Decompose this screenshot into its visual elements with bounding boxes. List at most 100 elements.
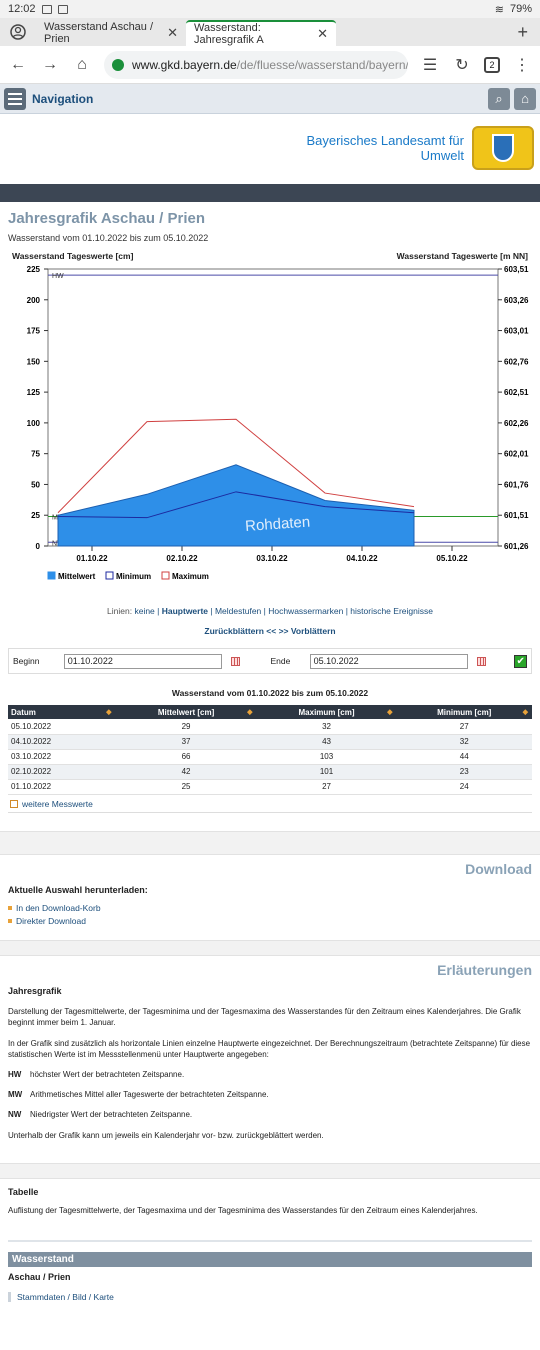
end-calendar-icon[interactable] [476,656,487,666]
y-tick-label-left: 200 [27,296,41,305]
cell: 43 [256,734,397,750]
stammdaten-link[interactable]: Stammdaten / Bild / Karte [8,1291,532,1302]
x-tick-label: 04.10.22 [346,554,378,563]
account-icon[interactable] [0,18,36,46]
col-maximum[interactable]: Maximum [cm] ◆ [256,705,397,719]
y-tick-label-right: 602,01 [504,450,529,459]
sort-icon: ◆ [387,708,393,716]
arrow-box-icon [10,799,18,808]
forward-icon[interactable]: → [42,55,58,73]
begin-label: Beginn [13,656,40,666]
bavaria-crest-logo[interactable] [472,126,534,170]
series-area-mittelwert [57,464,415,547]
table-row: 02.10.2022 42 101 23 [8,764,532,780]
page-back-link[interactable]: Zurückblättern << [204,626,277,636]
x-tick-label: 01.10.22 [76,554,108,563]
begin-date-input[interactable]: 01.10.2022 [63,653,222,669]
cell: 29 [115,719,257,735]
download-subheading: Aktuelle Auswahl herunterladen: [8,884,148,895]
direct-download-label: Direkter Download [16,915,86,926]
tab-1[interactable]: Wasserstand Aschau / Prien ✕ [36,20,186,46]
end-date-input[interactable]: 05.10.2022 [309,653,468,669]
y-tick-label-right: 603,01 [504,327,529,336]
cell: 37 [115,734,257,750]
lines-selector: Linien: keine | Hauptwerte | Meldestufen… [107,606,433,616]
home-button-icon[interactable]: ⌂ [514,87,536,110]
def-mw: MW Arithmetisches Mittel aller Tageswerte… [8,1090,532,1099]
paging: Zurückblättern << >> Vorblättern [8,626,532,636]
cell: 27 [256,779,397,795]
lines-option-hochwassermarken[interactable]: Hochwassermarken [268,606,344,616]
footer-heading: Wasserstand [8,1251,532,1267]
cell: 44 [396,749,532,765]
col-mittelwert[interactable]: Mittelwert [cm] ◆ [115,705,257,719]
explain-p3: Unterhalb der Grafik kann um jeweils ein… [8,1130,324,1140]
cell: 01.10.2022 [8,779,116,795]
reader-mode-icon[interactable]: ☰ [422,56,438,74]
tab-2-close-icon[interactable]: ✕ [317,26,328,41]
org-name[interactable]: Bayerisches Landesamt für Umwelt [306,133,464,163]
cell: 25 [115,779,257,795]
table-row: 05.10.2022 29 32 27 [8,719,532,735]
reload-icon[interactable]: ↻ [455,56,469,74]
download-basket-link[interactable]: In den Download-Korb [8,903,532,913]
hamburger-menu-icon[interactable] [4,87,26,110]
watermark-text: Rohdaten [245,514,311,535]
chart: Wasserstand Tageswerte [cm] Wasserstand … [8,251,532,598]
explain-tabelle-heading: Tabelle [8,1186,39,1197]
cell: 23 [396,764,532,780]
y-tick-label-right: 602,51 [504,388,529,397]
lines-option-hauptwerte[interactable]: Hauptwerte [161,606,209,616]
lines-option-meldestufen[interactable]: Meldestufen [214,606,262,616]
battery-level: 79% [509,3,532,15]
y-tick-label-left: 100 [27,419,41,428]
org-name-line2: Umwelt [420,148,464,163]
col-minimum[interactable]: Minimum [cm] ◆ [396,705,532,719]
y-tick-label-right: 602,76 [504,357,529,366]
page-forward-link[interactable]: >> Vorblättern [278,626,336,636]
site-header: Bayerisches Landesamt für Umwelt [0,114,540,182]
cell: 32 [396,734,532,750]
bullet-icon [8,905,12,910]
table-row: 03.10.2022 66 103 44 [8,749,532,765]
back-icon[interactable]: ← [10,55,26,73]
cell: 02.10.2022 [8,764,116,780]
cell: 103 [256,749,397,765]
def-nw-key: NW [8,1109,22,1119]
cell: 101 [256,764,397,780]
section-divider [0,830,540,855]
sort-icon: ◆ [247,708,253,716]
submit-checkmark-icon[interactable]: ✔ [514,654,527,668]
reference-label-hw: HW [52,273,64,280]
legend-label-minimum: Minimum [116,572,151,581]
more-values-link[interactable]: weitere Messwerte [8,799,532,813]
cell: 05.10.2022 [8,719,116,735]
bullet-icon [8,918,12,923]
url-path: /de/fluesse/wasserstand/bayern/asch [236,57,408,72]
direct-download-link[interactable]: Direkter Download [8,916,532,926]
status-time: 12:02 [8,3,36,15]
address-field[interactable]: www.gkd.bayern.de/de/fluesse/wasserstand… [104,50,408,79]
new-tab-icon[interactable]: + [517,22,528,42]
cell: 27 [396,719,532,735]
tab-2[interactable]: Wasserstand: Jahresgrafik A ✕ [186,20,336,46]
status-bar: 12:02 ≋ 79% [0,0,540,18]
def-hw-text: höchster Wert der betrachteten Zeitspann… [30,1069,185,1079]
lines-option-keine[interactable]: keine [134,606,155,616]
tab-1-close-icon[interactable]: ✕ [167,25,178,40]
col-datum[interactable]: Datum ◆ [8,705,116,719]
navigation-label[interactable]: Navigation [32,91,94,106]
y-tick-label-left: 125 [27,388,41,397]
series-line-minimum [57,491,415,519]
lines-option-historische[interactable]: historische Ereignisse [350,606,433,616]
search-icon[interactable]: ⌕ [488,87,510,110]
explanations-heading: Erläuterungen [437,961,532,978]
tab-switcher-button[interactable]: 2 [484,56,500,73]
begin-calendar-icon[interactable] [230,656,241,666]
tab-2-label: Wasserstand: Jahresgrafik A [194,22,264,46]
x-tick-label: 02.10.22 [166,554,198,563]
chart-ylabel-left: Wasserstand Tageswerte [cm] [12,251,134,261]
home-icon[interactable]: ⌂ [77,55,87,73]
table-title: Wasserstand vom 01.10.2022 bis zum 05.10… [171,688,369,698]
menu-icon[interactable]: ⋮ [514,56,530,74]
